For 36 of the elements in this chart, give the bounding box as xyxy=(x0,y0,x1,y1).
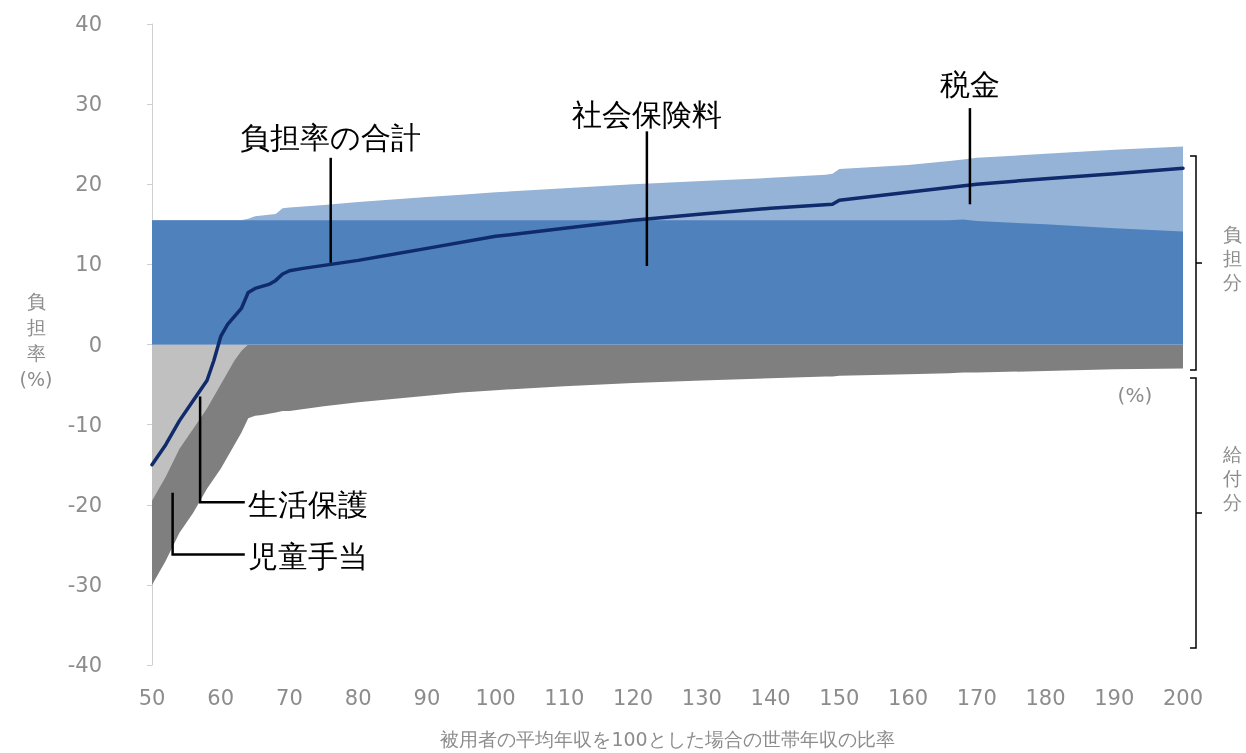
text: 給付分 xyxy=(1221,443,1242,513)
x-tick-label: 110 xyxy=(544,685,585,710)
x-tick-label: 60 xyxy=(207,685,235,710)
x-tick-label: 90 xyxy=(413,685,441,710)
y-tick-label: -40 xyxy=(67,653,102,677)
x-tick-label: 120 xyxy=(613,685,654,710)
x-tick-label: 160 xyxy=(888,685,929,710)
y-axis-title: 負担率(%) xyxy=(19,290,53,390)
x-tick-label: 70 xyxy=(276,685,303,710)
y-tick-label: -20 xyxy=(67,492,102,517)
series-label: 税金 xyxy=(939,66,1000,102)
y-tick-label: 40 xyxy=(75,12,102,36)
annotation: (%) xyxy=(1117,382,1153,407)
text: 生活保護 xyxy=(247,487,368,523)
x-tick-label: 180 xyxy=(1025,685,1066,710)
x-tick-label: 100 xyxy=(475,685,516,710)
x-tick-label: 140 xyxy=(750,685,791,710)
y-tick-label: 0 xyxy=(88,332,102,357)
x-tick-label: 50 xyxy=(138,685,166,710)
x-axis-title: 被用者の平均年収を100とした場合の世帯年収の比率 xyxy=(440,727,895,750)
y-tick-label: -30 xyxy=(67,572,102,597)
x-tick-label: 200 xyxy=(1162,685,1204,710)
y-tick-label: 30 xyxy=(75,92,102,117)
y-tick-label: -10 xyxy=(67,412,102,437)
x-tick-label: 170 xyxy=(956,685,997,710)
x-tick-label: 190 xyxy=(1094,685,1135,710)
y-tick-label: 10 xyxy=(75,252,102,277)
x-tick-label: 80 xyxy=(344,685,372,710)
text: 社会保険料 xyxy=(571,97,722,133)
x-tick-label: 150 xyxy=(819,685,860,710)
text: 負担率の合計 xyxy=(240,120,422,156)
y-tick-label: 20 xyxy=(75,172,102,197)
x-tick-label: 130 xyxy=(681,685,722,710)
text: 児童手当 xyxy=(247,539,368,575)
line-series xyxy=(150,166,1185,467)
text: 負担分 xyxy=(1222,223,1242,293)
